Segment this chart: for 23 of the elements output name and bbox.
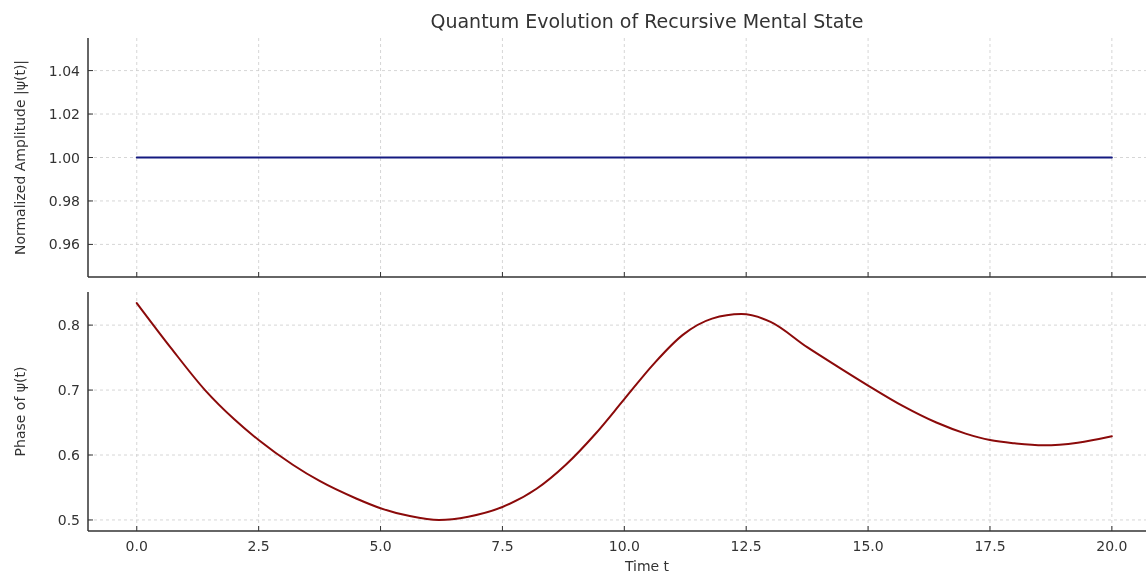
x-tick-label: 20.0 [1096, 538, 1128, 554]
chart-title: Quantum Evolution of Recursive Mental State [430, 10, 864, 32]
y-tick-label: 0.96 [48, 236, 81, 253]
x-axis-title: Time t [623, 558, 670, 573]
x-tick-label: 17.5 [974, 538, 1006, 554]
y-tick-label: 1.00 [48, 149, 80, 166]
y-tick-label: 0.6 [57, 447, 81, 464]
x-tick-label: 7.5 [491, 538, 514, 554]
y-axis-title: Phase of ψ(t) [12, 366, 28, 457]
y-tick-label: 0.98 [48, 192, 80, 209]
x-tick-label: 15.0 [852, 538, 884, 554]
x-tick-label: 0.0 [125, 538, 148, 554]
line-series [135, 302, 1113, 521]
y-tick-label: 0.8 [57, 317, 80, 334]
y-tick-label: 1.02 [48, 106, 80, 123]
x-tick-label: 5.0 [369, 538, 392, 554]
y-tick-label: 0.5 [57, 511, 80, 528]
y-tick-label: 1.04 [48, 62, 81, 79]
x-tick-label: 12.5 [730, 538, 762, 554]
y-tick-label: 0.7 [57, 382, 80, 399]
x-tick-label: 2.5 [247, 538, 270, 554]
x-tick-label: 10.0 [608, 538, 640, 554]
y-axis-title: Normalized Amplitude |ψ(t)| [12, 59, 29, 256]
